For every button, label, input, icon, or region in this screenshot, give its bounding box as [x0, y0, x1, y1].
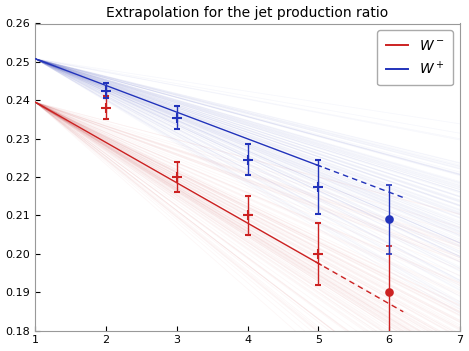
- Title: Extrapolation for the jet production ratio: Extrapolation for the jet production rat…: [106, 6, 389, 20]
- Legend: $W^-$, $W^+$: $W^-$, $W^+$: [377, 31, 453, 85]
